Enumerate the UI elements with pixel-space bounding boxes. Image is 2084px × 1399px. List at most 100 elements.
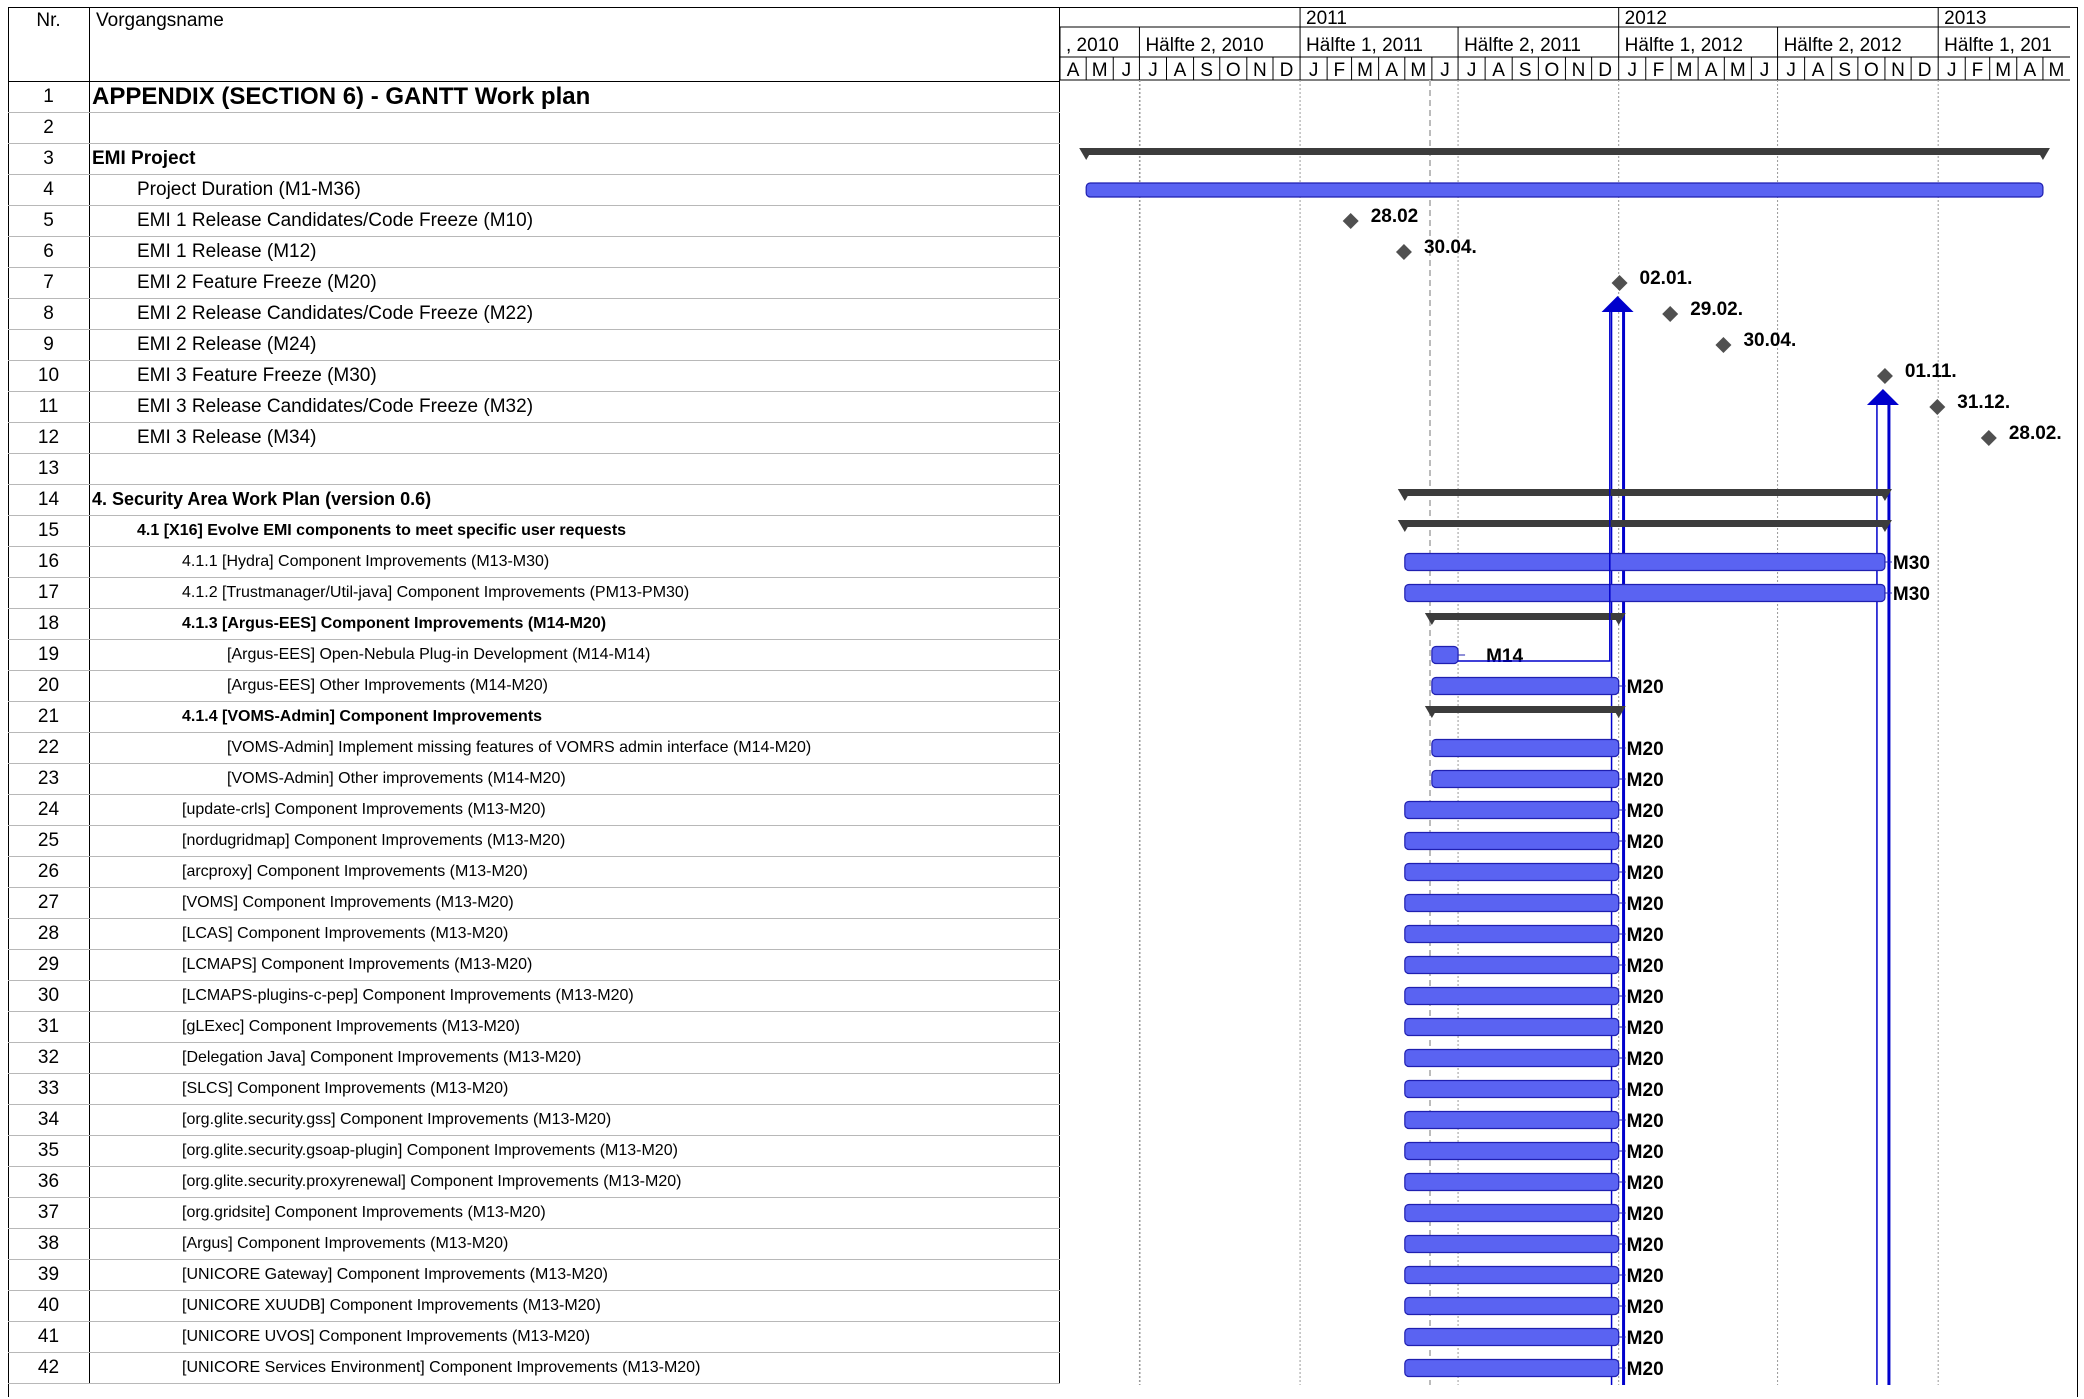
table-row[interactable]: 27 [VOMS] Component Improvements (M13-M20… [8, 888, 1060, 919]
table-row[interactable]: 1 APPENDIX (SECTION 6) - GANTT Work plan [8, 82, 1060, 113]
bar-label: M20 [1627, 863, 1664, 884]
table-row[interactable]: 33 [SLCS] Component Improvements (M13-M20… [8, 1074, 1060, 1105]
row-number: 16 [8, 547, 90, 577]
month-label: M [1677, 60, 1693, 81]
table-row[interactable]: 35 [org.glite.security.gsoap-plugin] Comp… [8, 1136, 1060, 1167]
summary-cap-end [1877, 520, 1892, 532]
table-row[interactable]: 25 [nordugridmap] Component Improvements … [8, 826, 1060, 857]
month-label: O [1864, 60, 1879, 81]
bar-label: M20 [1627, 770, 1664, 791]
table-row[interactable]: 16 4.1.1 [Hydra] Component Improvements (… [8, 547, 1060, 578]
summary-cap-end [1611, 706, 1626, 718]
table-row[interactable]: 17 4.1.2 [Trustmanager/Util-java] Compone… [8, 578, 1060, 609]
row-number: 9 [8, 330, 90, 360]
task-name [90, 454, 1060, 484]
table-row[interactable]: 14 4. Security Area Work Plan (version 0.… [8, 485, 1060, 516]
summary-bar [1086, 148, 2043, 155]
table-row[interactable]: 23 [VOMS-Admin] Other improvements (M14-M… [8, 764, 1060, 795]
task-bar [1404, 831, 1620, 851]
table-row[interactable]: 30 [LCMAPS-plugins-c-pep] Component Impro… [8, 981, 1060, 1012]
milestone-label: 30.04. [1424, 237, 1477, 258]
table-row[interactable]: 8 EMI 2 Release Candidates/Code Freeze (M… [8, 299, 1060, 330]
row-number: 14 [8, 485, 90, 515]
row-number: 34 [8, 1105, 90, 1135]
table-row[interactable]: 19 [Argus-EES] Open-Nebula Plug-in Develo… [8, 640, 1060, 671]
table-row[interactable]: 18 4.1.3 [Argus-EES] Component Improvemen… [8, 609, 1060, 640]
task-bar [1404, 1079, 1620, 1099]
table-row[interactable]: 10 EMI 3 Feature Freeze (M30) [8, 361, 1060, 392]
table-row[interactable]: 4 Project Duration (M1-M36) [8, 175, 1060, 206]
table-row[interactable]: 9 EMI 2 Release (M24) [8, 330, 1060, 361]
summary-cap-start [1079, 148, 1094, 160]
summary-cap-end [1877, 489, 1892, 501]
month-label: D [1280, 60, 1294, 81]
row-number: 26 [8, 857, 90, 887]
task-name: EMI 1 Release Candidates/Code Freeze (M1… [90, 206, 1060, 236]
half-year-label: Hälfte 1, 2012 [1625, 35, 1743, 56]
table-row[interactable]: 2 [8, 113, 1060, 144]
table-row[interactable]: 22 [VOMS-Admin] Implement missing feature… [8, 733, 1060, 764]
half-year-label: Hälfte 1, 201 [1944, 35, 2052, 56]
task-bar [1404, 1203, 1620, 1223]
task-name: [Delegation Java] Component Improvements… [90, 1043, 1060, 1073]
table-row[interactable]: 11 EMI 3 Release Candidates/Code Freeze (… [8, 392, 1060, 423]
row-number: 3 [8, 144, 90, 174]
task-bar [1404, 1141, 1620, 1161]
bar-label: M20 [1627, 1297, 1664, 1318]
table-row[interactable]: 37 [org.gridsite] Component Improvements … [8, 1198, 1060, 1229]
table-row[interactable]: 3 EMI Project [8, 144, 1060, 175]
row-number: 1 [8, 82, 90, 112]
table-row[interactable]: 21 4.1.4 [VOMS-Admin] Component Improveme… [8, 702, 1060, 733]
bar-label: M20 [1627, 1328, 1664, 1349]
bar-label: M20 [1627, 1359, 1664, 1380]
month-label: F [1653, 60, 1665, 81]
table-row[interactable]: 28 [LCAS] Component Improvements (M13-M20… [8, 919, 1060, 950]
task-bar [1404, 986, 1620, 1006]
table-row[interactable]: 29 [LCMAPS] Component Improvements (M13-M… [8, 950, 1060, 981]
bar-label: M20 [1627, 925, 1664, 946]
table-row[interactable]: 41 [UNICORE UVOS] Component Improvements … [8, 1322, 1060, 1353]
row-number: 4 [8, 175, 90, 205]
task-bar [1404, 552, 1886, 572]
table-row[interactable]: 24 [update-crls] Component Improvements (… [8, 795, 1060, 826]
month-label: F [1334, 60, 1346, 81]
table-row[interactable]: 40 [UNICORE XUUDB] Component Improvements… [8, 1291, 1060, 1322]
task-name: [SLCS] Component Improvements (M13-M20) [90, 1074, 1060, 1104]
row-number: 38 [8, 1229, 90, 1259]
table-row[interactable]: 36 [org.glite.security.proxyrenewal] Comp… [8, 1167, 1060, 1198]
table-row[interactable]: 12 EMI 3 Release (M34) [8, 423, 1060, 454]
bar-label: M20 [1627, 832, 1664, 853]
table-row[interactable]: 26 [arcproxy] Component Improvements (M13… [8, 857, 1060, 888]
table-row[interactable]: 13 [8, 454, 1060, 485]
milestone-label: 31.12. [1957, 392, 2010, 413]
table-row[interactable]: 39 [UNICORE Gateway] Component Improvemen… [8, 1260, 1060, 1291]
summary-cap-start [1397, 489, 1412, 501]
table-row[interactable]: 31 [gLExec] Component Improvements (M13-M… [8, 1012, 1060, 1043]
row-number: 11 [8, 392, 90, 422]
table-row[interactable]: 5 EMI 1 Release Candidates/Code Freeze (M… [8, 206, 1060, 237]
table-row[interactable]: 34 [org.glite.security.gss] Component Imp… [8, 1105, 1060, 1136]
bar-label: M20 [1627, 956, 1664, 977]
table-row[interactable]: 32 [Delegation Java] Component Improvemen… [8, 1043, 1060, 1074]
month-label: A [1492, 60, 1505, 81]
table-row[interactable]: 42 [UNICORE Services Environment] Compone… [8, 1353, 1060, 1384]
table-row[interactable]: 6 EMI 1 Release (M12) [8, 237, 1060, 268]
task-bar [1404, 1172, 1620, 1192]
table-row[interactable]: 20 [Argus-EES] Other Improvements (M14-M2… [8, 671, 1060, 702]
task-name: [VOMS] Component Improvements (M13-M20) [90, 888, 1060, 918]
task-name: EMI 3 Release (M34) [90, 423, 1060, 453]
table-row[interactable]: 15 4.1 [X16] Evolve EMI components to mee… [8, 516, 1060, 547]
table-row[interactable]: 38 [Argus] Component Improvements (M13-M2… [8, 1229, 1060, 1260]
summary-bar [1404, 489, 1885, 496]
task-bar [1085, 182, 2044, 198]
milestone-diamond [1715, 337, 1732, 353]
task-bar [1404, 862, 1620, 882]
task-bar [1404, 800, 1620, 820]
row-number: 31 [8, 1012, 90, 1042]
table-row[interactable]: 7 EMI 2 Feature Freeze (M20) [8, 268, 1060, 299]
month-label: J [1947, 60, 1957, 81]
row-number: 33 [8, 1074, 90, 1104]
task-name: [update-crls] Component Improvements (M1… [90, 795, 1060, 825]
month-label: M [1995, 60, 2011, 81]
task-name: [Argus] Component Improvements (M13-M20) [90, 1229, 1060, 1259]
